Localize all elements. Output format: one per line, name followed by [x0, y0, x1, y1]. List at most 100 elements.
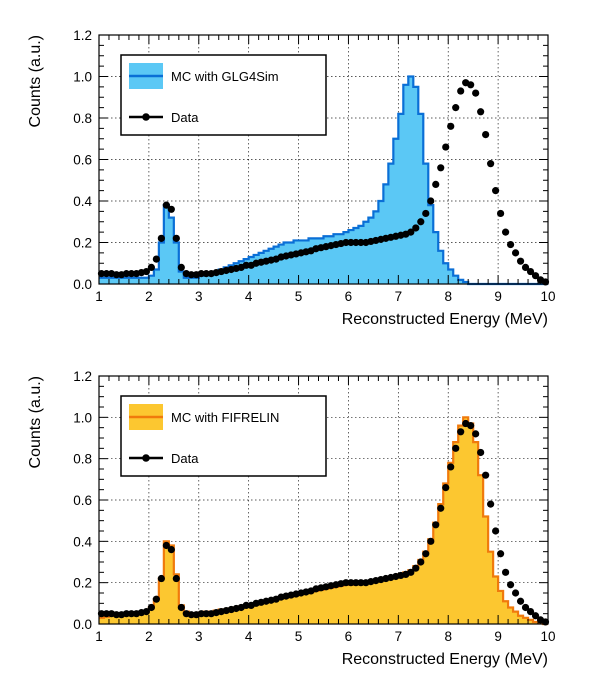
y-tick-label: 0.0 — [73, 277, 92, 292]
legend-label-mc: MC with FIFRELIN — [171, 410, 279, 425]
x-tick-label: 1 — [95, 629, 103, 644]
chart-panel-top: 1 2 3 4 5 6 7 8 9 10 0.0 0.2 0.4 0.6 0.8 1.0 1.2 Reconst… — [27, 28, 556, 328]
y-tick-label: 0.2 — [73, 236, 92, 251]
legend-label-data: Data — [171, 451, 199, 466]
y-axis-label: Counts (a.u.) — [27, 35, 44, 127]
data-point — [157, 574, 165, 583]
data-point — [501, 228, 510, 236]
data-point — [432, 521, 440, 529]
axis-ticks — [98, 34, 549, 285]
x-tick-label: 9 — [494, 629, 502, 644]
data-point — [492, 187, 500, 195]
data-point — [177, 603, 185, 612]
data-point — [457, 428, 465, 436]
data-point — [177, 263, 185, 271]
data-point — [427, 537, 435, 545]
data-point — [407, 568, 415, 576]
x-tick-label: 7 — [395, 289, 403, 304]
data-point — [152, 255, 160, 263]
data-point — [506, 581, 515, 589]
data-point — [531, 272, 540, 280]
data-point — [482, 471, 490, 479]
data-point — [167, 205, 175, 213]
x-tick-label: 4 — [245, 629, 253, 644]
legend: MC with FIFRELIN Data — [120, 395, 327, 477]
data-point — [437, 504, 445, 512]
data-point — [357, 238, 365, 247]
x-tick-label: 8 — [444, 289, 452, 304]
data-point — [417, 218, 425, 226]
data-point — [347, 579, 355, 587]
data-point — [122, 610, 131, 618]
y-tick-label: 1.0 — [73, 70, 92, 85]
x-axis-label: Reconstructed Energy (MeV) — [342, 651, 548, 668]
y-tick-label: 0.6 — [73, 153, 92, 168]
legend: MC with GLG4Sim Data — [120, 54, 327, 136]
x-tick-label: 6 — [345, 289, 353, 304]
data-point — [242, 261, 250, 269]
tick-labels: 1 2 3 4 5 6 7 8 9 10 0.0 0.2 0.4 0.6 0.8 1.0 1.2 — [73, 28, 555, 304]
y-tick-label: 0.0 — [73, 617, 92, 632]
data-point — [197, 270, 205, 278]
data-point — [501, 568, 510, 576]
data-point — [162, 201, 170, 209]
x-tick-label: 1 — [95, 289, 103, 304]
data-point — [412, 564, 420, 572]
legend-data-marker — [142, 113, 150, 121]
data-point — [487, 160, 495, 168]
x-tick-label: 3 — [195, 289, 203, 304]
y-tick-label: 0.2 — [73, 576, 92, 591]
data-point — [102, 270, 111, 278]
y-axis-label: Counts (a.u.) — [27, 376, 44, 468]
data-point — [506, 240, 515, 249]
data-points — [97, 419, 550, 626]
data-point — [437, 164, 445, 172]
data-point — [167, 546, 175, 554]
data-point — [352, 238, 360, 247]
data-point — [352, 579, 360, 587]
y-tick-label: 1.2 — [73, 369, 92, 384]
data-point — [412, 224, 420, 232]
legend-label-mc: MC with GLG4Sim — [171, 69, 279, 84]
data-point — [447, 122, 455, 130]
data-point — [492, 527, 500, 535]
data-point — [521, 603, 530, 612]
data-point — [472, 430, 480, 438]
data-point — [142, 267, 150, 276]
data-point — [112, 611, 121, 619]
x-tick-label: 10 — [540, 629, 555, 644]
data-point — [342, 238, 350, 247]
data-point — [422, 209, 430, 218]
x-tick-label: 5 — [295, 629, 303, 644]
data-point — [147, 603, 155, 612]
data-point — [142, 608, 150, 616]
data-point — [516, 597, 525, 605]
data-point — [472, 89, 480, 97]
data-point — [497, 209, 505, 218]
data-point — [442, 143, 450, 151]
y-tick-label: 1.0 — [73, 410, 92, 425]
data-point — [511, 589, 520, 597]
data-point — [422, 550, 430, 558]
data-point — [442, 484, 450, 492]
legend-data-marker — [142, 454, 150, 462]
data-point — [342, 579, 350, 587]
data-point — [127, 270, 136, 278]
data-point — [531, 612, 540, 620]
axis-ticks — [98, 375, 549, 625]
data-point — [521, 263, 530, 271]
chart-panel-bottom: 1 2 3 4 5 6 7 8 9 10 0.0 0.2 0.4 0.6 0.8 1.0 1.2 Reconst… — [27, 369, 556, 668]
data-point — [157, 234, 165, 242]
data-points — [97, 79, 550, 286]
data-point — [127, 610, 136, 618]
x-tick-label: 4 — [245, 289, 253, 304]
x-tick-label: 2 — [145, 289, 153, 304]
y-tick-label: 0.4 — [73, 534, 92, 549]
data-point — [187, 611, 195, 619]
data-point — [347, 238, 355, 247]
data-point — [172, 574, 180, 583]
data-point — [487, 500, 495, 508]
data-point — [516, 257, 525, 265]
data-point — [427, 197, 435, 205]
